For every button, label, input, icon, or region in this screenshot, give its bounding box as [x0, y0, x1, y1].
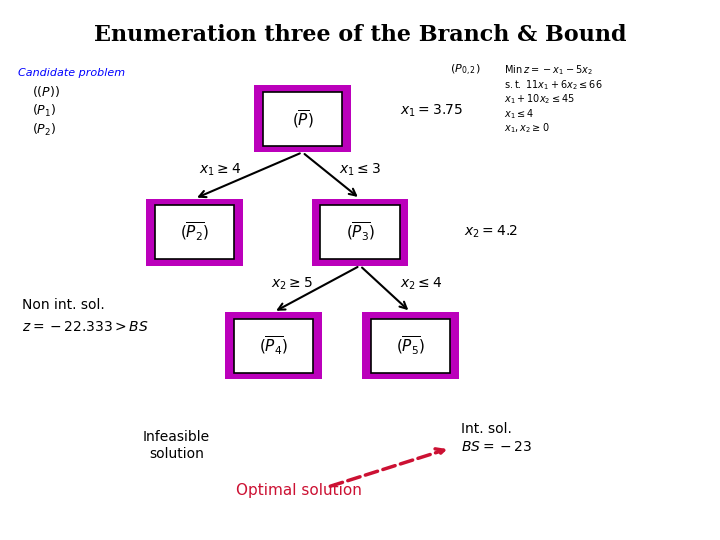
Text: Int. sol.: Int. sol. — [461, 422, 512, 436]
Text: $x_1 + 10x_2 \leq 45$: $x_1 + 10x_2 \leq 45$ — [504, 92, 575, 106]
Text: $\mathrm{Min}\; z = -x_1 - 5x_2$: $\mathrm{Min}\; z = -x_1 - 5x_2$ — [504, 63, 593, 77]
Bar — [362, 312, 459, 379]
Text: Non int. sol.: Non int. sol. — [22, 298, 104, 312]
Text: $(P_1)$: $(P_1)$ — [32, 103, 57, 119]
Text: Optimal solution: Optimal solution — [236, 483, 361, 498]
Text: $x_2 \leq 4$: $x_2 \leq 4$ — [400, 275, 442, 292]
Bar — [254, 85, 351, 152]
Text: $z = -22.333 > BS$: $z = -22.333 > BS$ — [22, 320, 148, 334]
Text: $x_1 = 3.75$: $x_1 = 3.75$ — [400, 103, 462, 119]
Bar — [225, 312, 322, 379]
Text: $(\overline{P_5})$: $(\overline{P_5})$ — [396, 334, 425, 357]
Bar — [146, 199, 243, 266]
Text: $(\overline{P_2})$: $(\overline{P_2})$ — [180, 221, 209, 244]
Bar — [312, 199, 408, 266]
Text: $(({P}))$: $(({P}))$ — [32, 84, 60, 99]
Text: Enumeration three of the Branch & Bound: Enumeration three of the Branch & Bound — [94, 24, 626, 46]
Text: $\mathrm{s.t.}\; 11x_1 + 6x_2 \leq 66$: $\mathrm{s.t.}\; 11x_1 + 6x_2 \leq 66$ — [504, 78, 603, 92]
Text: Candidate problem: Candidate problem — [18, 68, 125, 78]
Text: $x_2 \geq 5$: $x_2 \geq 5$ — [271, 275, 312, 292]
Text: $x_1 \leq 3$: $x_1 \leq 3$ — [339, 162, 381, 178]
Text: $x_1 \geq 4$: $x_1 \geq 4$ — [199, 162, 240, 178]
Text: $(\overline{P})$: $(\overline{P})$ — [292, 108, 313, 130]
Bar — [371, 319, 450, 373]
Bar — [263, 92, 342, 146]
Bar — [234, 319, 313, 373]
Text: Infeasible
solution: Infeasible solution — [143, 430, 210, 461]
Text: $x_2 = 4.2$: $x_2 = 4.2$ — [464, 224, 518, 240]
Text: $x_1 \leq 4$: $x_1 \leq 4$ — [504, 107, 534, 121]
Bar — [155, 205, 234, 259]
Text: $(\overline{P_4})$: $(\overline{P_4})$ — [259, 334, 288, 357]
Bar — [320, 205, 400, 259]
Text: $(P_{0,2})$: $(P_{0,2})$ — [450, 63, 481, 78]
Text: $(P_2)$: $(P_2)$ — [32, 122, 57, 138]
Text: $BS = -23$: $BS = -23$ — [461, 440, 531, 454]
Text: $(\overline{P_3})$: $(\overline{P_3})$ — [346, 221, 374, 244]
Text: $x_1, x_2 \geq 0$: $x_1, x_2 \geq 0$ — [504, 122, 549, 136]
